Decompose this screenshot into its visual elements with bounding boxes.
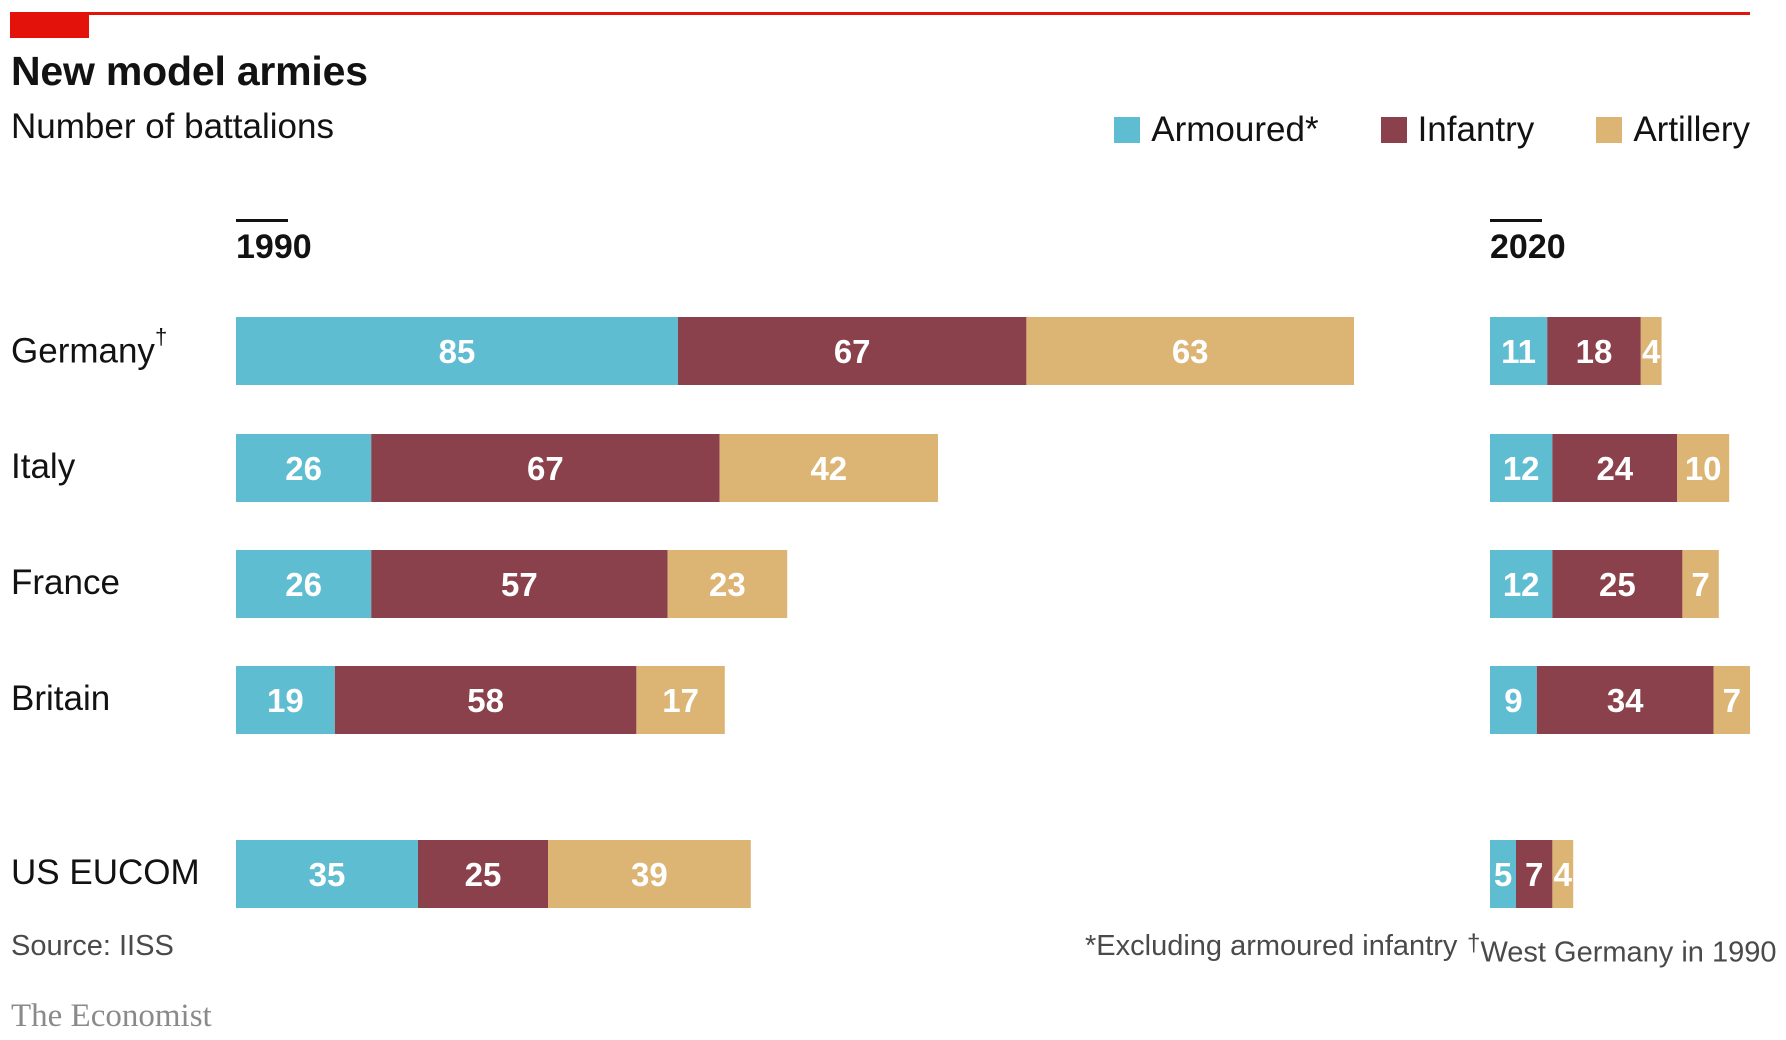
bar-1990-germany-artillery [1026,317,1354,385]
bar-2020-us-eucom-artillery [1552,840,1574,908]
bar-label-2020-italy-infantry: 24 [1596,450,1633,487]
bar-1990-italy-infantry [371,434,720,502]
bar-2020-france-armoured [1490,550,1553,618]
chart-title: New model armies [11,48,368,94]
bar-label-1990-italy-infantry: 67 [527,450,564,487]
legend-swatch-infantry [1380,117,1407,143]
bar-label-1990-italy-artillery: 42 [810,450,847,487]
panel-1990-rule [236,219,288,222]
bar-2020-italy-infantry [1552,434,1678,502]
panel-1990-title: 1990 [236,228,312,266]
country-label-germany: Germany† [11,324,167,372]
bar-2020-germany-infantry [1547,317,1641,385]
bar-label-1990-france-armoured: 26 [285,566,322,603]
bar-label-1990-britain-artillery: 17 [662,682,699,719]
bar-2020-germany-artillery [1640,317,1662,385]
footnote-germany-text: West Germany in 1990 [1480,936,1777,969]
legend-item-armoured: Armoured* [1114,110,1319,150]
bar-label-2020-germany-infantry: 18 [1576,333,1613,370]
bar-1990-germany-infantry [678,317,1027,385]
germany-dagger-mark: † [154,324,168,349]
bar-label-1990-us-eucom-armoured: 35 [309,856,346,893]
legend-label-infantry: Infantry [1417,110,1535,149]
bar-1990-france-artillery [667,550,788,618]
bar-1990-italy-artillery [719,434,938,502]
country-label-britain: Britain [11,679,111,718]
bar-label-2020-germany-artillery: 4 [1642,333,1661,370]
legend-swatch-armoured [1114,117,1141,143]
bar-2020-britain-armoured [1490,666,1537,734]
bar-2020-us-eucom-infantry [1516,840,1553,908]
bar-label-2020-italy-armoured: 12 [1503,450,1540,487]
country-label-italy: Italy [11,447,76,486]
bar-1990-italy-armoured [236,434,372,502]
bar-label-1990-britain-infantry: 58 [467,682,504,719]
economist-logo: The Economist [11,998,212,1034]
bar-1990-britain-artillery [636,666,725,734]
bar-1990-us-eucom-artillery [548,840,751,908]
bar-label-2020-britain-artillery: 7 [1723,682,1741,719]
legend-label-armoured: Armoured* [1151,110,1319,149]
bar-label-2020-britain-infantry: 34 [1607,682,1644,719]
bar-label-2020-germany-armoured: 11 [1501,333,1536,370]
bar-2020-italy-artillery [1677,434,1730,502]
bar-label-1990-germany-armoured: 85 [439,333,476,370]
bar-label-2020-italy-artillery: 10 [1685,450,1722,487]
country-name-germany: Germany [11,331,155,371]
bar-label-1990-germany-artillery: 63 [1172,333,1209,370]
chart-subtitle: Number of battalions [11,107,334,146]
bar-label-1990-us-eucom-artillery: 39 [631,856,668,893]
bar-label-1990-italy-armoured: 26 [285,450,322,487]
bar-2020-us-eucom-armoured [1490,840,1516,908]
bar-2020-britain-infantry [1536,666,1714,734]
panel-2020-title: 2020 [1490,228,1566,266]
country-label-us-eucom: US EUCOM [11,853,200,892]
legend: Armoured* Infantry Artillery [1114,110,1750,150]
legend-item-infantry: Infantry [1380,110,1535,150]
legend-swatch-artillery [1596,117,1623,143]
bar-label-1990-france-artillery: 23 [709,566,746,603]
legend-item-artillery: Artillery [1596,110,1750,150]
bar-1990-germany-armoured [236,317,678,385]
country-label-france: France [11,563,120,602]
bar-1990-france-infantry [371,550,668,618]
footnote-dagger-mark: † [1467,930,1481,957]
footnote-germany: †West Germany in 1990 [1467,930,1776,970]
legend-label-artillery: Artillery [1633,110,1750,149]
bar-label-2020-france-artillery: 7 [1691,566,1709,603]
bar-1990-us-eucom-infantry [418,840,548,908]
bar-label-1990-france-infantry: 57 [501,566,538,603]
bar-label-2020-us-eucom-armoured: 5 [1494,856,1512,893]
panel-2020-rule [1490,219,1542,222]
bar-2020-britain-artillery [1713,666,1750,734]
source-note: Source: IISS [11,930,174,962]
bar-label-2020-france-armoured: 12 [1503,566,1540,603]
bar-1990-britain-infantry [334,666,637,734]
bar-2020-germany-armoured [1490,317,1548,385]
bar-label-2020-britain-armoured: 9 [1504,682,1522,719]
bar-1990-britain-armoured [236,666,335,734]
bar-label-2020-us-eucom-infantry: 7 [1525,856,1543,893]
bar-label-1990-us-eucom-infantry: 25 [465,856,502,893]
bar-label-2020-france-infantry: 25 [1599,566,1636,603]
bar-1990-us-eucom-armoured [236,840,418,908]
bar-2020-italy-armoured [1490,434,1553,502]
top-rule [10,12,1750,15]
bar-2020-france-artillery [1682,550,1719,618]
bar-label-2020-us-eucom-artillery: 4 [1554,856,1573,893]
bar-1990-france-armoured [236,550,372,618]
bar-label-1990-germany-infantry: 67 [834,333,871,370]
bar-2020-france-infantry [1552,550,1683,618]
brand-red-tag [10,12,89,38]
bar-label-1990-britain-armoured: 19 [267,682,304,719]
footnote-armoured: *Excluding armoured infantry [1085,930,1458,962]
